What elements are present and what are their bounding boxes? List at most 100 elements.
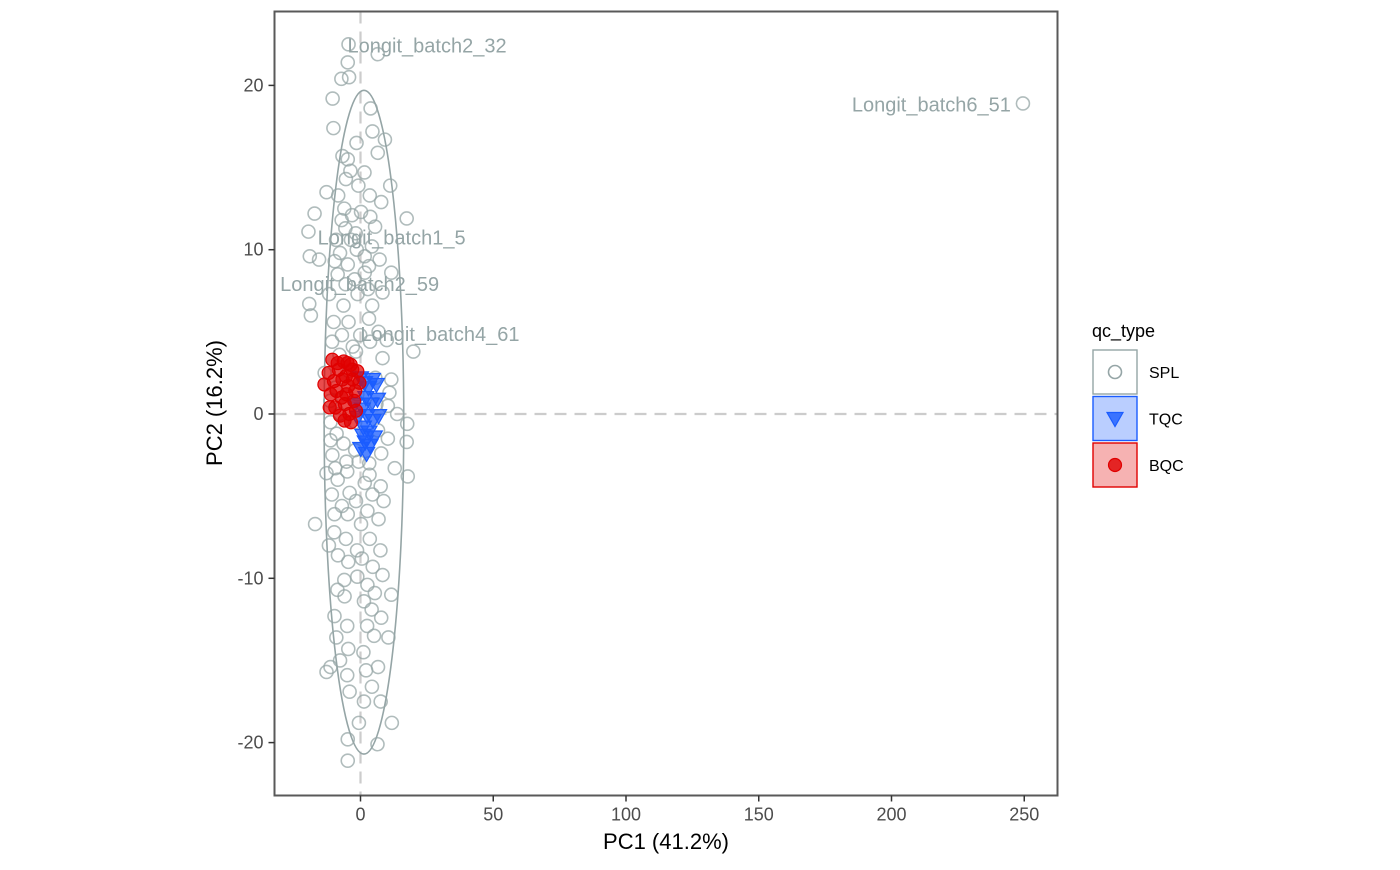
legend: qc_type SPL TQC BQC — [1092, 321, 1184, 488]
legend-item-spl: SPL — [1092, 349, 1179, 395]
data-point-spl — [365, 487, 380, 502]
legend-title: qc_type — [1092, 321, 1155, 342]
data-point-spl — [341, 37, 356, 52]
data-point-spl — [321, 538, 337, 553]
point-label: Longit_batch2_32 — [348, 35, 507, 57]
data-point-spl — [323, 659, 338, 675]
x-tick-label: 50 — [483, 805, 503, 825]
point-labels-layer: Longit_batch2_32 Longit_batch6_51 Longit_b… — [280, 35, 1011, 346]
data-point-spl — [380, 431, 396, 446]
data-point-bqc — [339, 387, 354, 402]
data-point-spl — [364, 602, 379, 617]
data-point-spl — [371, 511, 386, 527]
plot-panel-border — [273, 10, 1059, 797]
data-point-spl — [399, 211, 414, 226]
data-point-spl — [370, 46, 386, 62]
data-point-spl — [351, 178, 366, 193]
data-point-spl — [383, 587, 399, 603]
series-spl — [301, 37, 1031, 768]
data-point-spl — [339, 618, 355, 634]
data-point-spl — [351, 715, 367, 731]
data-point-tqc — [357, 446, 376, 463]
legend-key-box — [1092, 349, 1138, 395]
data-point-spl — [372, 252, 387, 267]
data-point-spl — [303, 308, 319, 323]
data-point-tqc — [353, 428, 372, 445]
data-point-spl — [370, 736, 385, 752]
data-point-spl — [367, 219, 383, 234]
data-point-spl — [330, 472, 345, 488]
data-point-spl — [399, 434, 414, 450]
data-point-spl — [366, 628, 382, 644]
data-point-spl — [353, 204, 369, 220]
x-tick-label: 150 — [744, 805, 774, 825]
data-point-spl — [364, 679, 380, 695]
data-point-spl — [330, 547, 346, 563]
data-point-spl — [356, 594, 372, 609]
data-point-spl — [348, 493, 364, 509]
data-point-spl — [362, 188, 378, 203]
data-point-spl — [375, 285, 390, 300]
data-point-spl — [373, 543, 388, 558]
data-point-spl — [357, 165, 372, 180]
legend-label: SPL — [1149, 365, 1179, 382]
points-layer — [301, 37, 1031, 768]
data-point-bqc — [335, 372, 350, 387]
data-point-spl — [327, 608, 342, 624]
data-point-spl — [326, 120, 341, 136]
data-point-spl — [340, 55, 356, 70]
data-point-spl — [338, 276, 353, 292]
data-point-spl — [330, 267, 345, 282]
data-point-spl — [340, 257, 356, 272]
data-point-spl — [342, 684, 357, 699]
data-point-spl — [319, 664, 334, 680]
data-point-spl — [344, 207, 360, 223]
y-tick-label: 20 — [243, 75, 263, 95]
data-point-spl — [339, 464, 355, 479]
data-point-spl — [332, 245, 348, 261]
y-tick-label: 10 — [243, 240, 263, 260]
data-point-spl — [336, 436, 351, 451]
data-point-spl — [301, 224, 316, 239]
data-point-spl — [359, 618, 375, 634]
data-point-spl — [357, 248, 373, 264]
data-point-spl — [383, 265, 399, 281]
data-point-spl — [311, 252, 327, 267]
data-point-spl — [357, 475, 373, 491]
legend-key-symbol — [1107, 457, 1123, 473]
data-point-spl — [362, 467, 377, 483]
data-point-spl — [370, 145, 386, 161]
data-point-spl — [400, 469, 416, 484]
data-point-spl — [363, 101, 378, 116]
data-point-spl — [337, 589, 352, 604]
data-point-spl — [326, 524, 342, 540]
data-point-spl — [354, 551, 370, 566]
x-tick-label: 0 — [355, 805, 365, 825]
data-point-spl — [362, 531, 378, 547]
legend-item-tqc: TQC — [1092, 395, 1183, 442]
data-point-spl — [399, 416, 415, 432]
data-point-spl — [349, 543, 365, 558]
data-point-spl — [338, 531, 354, 547]
data-point-spl — [382, 178, 398, 193]
data-point-spl — [340, 506, 356, 522]
data-point-spl — [340, 753, 356, 768]
data-point-spl — [343, 163, 358, 179]
legend-key-symbol — [1107, 364, 1123, 380]
data-point-spl — [375, 350, 390, 366]
data-point-tqc — [369, 409, 388, 425]
data-point-bqc — [345, 362, 360, 377]
data-point-spl — [325, 91, 340, 106]
data-point-spl — [373, 610, 389, 626]
data-point-spl — [389, 406, 405, 422]
legend-label: BQC — [1149, 458, 1184, 475]
data-point-spl — [340, 152, 356, 167]
data-point-spl — [302, 248, 318, 264]
y-axis-title: PC2 (16.2%) — [202, 340, 227, 466]
data-point-spl — [348, 344, 364, 359]
data-point-spl — [387, 460, 403, 476]
data-point-spl — [341, 314, 356, 330]
data-point-spl — [364, 298, 380, 313]
